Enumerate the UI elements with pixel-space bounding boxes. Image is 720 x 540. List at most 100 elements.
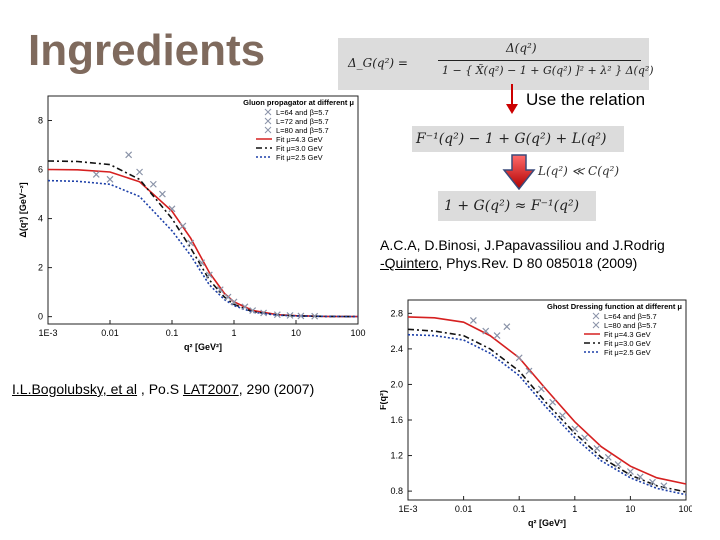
data-point [581,434,589,442]
equation-denominator: 1 − { X̃(q²) − 1 + G(q²) ]² + λ² } Δ(q²) [442,64,654,77]
data-point [604,453,612,461]
data-point [549,398,557,406]
reference-top: A.C.A, D.Binosi, J.Papavassiliou and J.R… [380,236,720,272]
legend-marker [592,312,600,320]
legend-entry: Fit μ=3.0 GeV [604,339,651,348]
series-line [47,179,359,318]
plot-frame [47,95,359,325]
data-point [297,312,305,320]
data-point [187,239,195,247]
x-axis-label: q² [GeV²] [184,342,222,352]
y-axis-label: Δ(q²) [GeV⁻²] [18,182,28,237]
data-point [493,332,501,339]
reference-bottom-journal: LAT2007 [182,381,239,397]
x-tick-label: 10 [291,328,301,338]
data-point [593,445,601,452]
reference-top-authors: -Quintero [380,255,439,271]
reference-bottom: I.L.Bogolubsky, et al , Po.S LAT2007, 29… [12,380,372,398]
data-point [503,323,511,331]
reference-top-journal: , Phys.Rev. D 80 085018 (2009) [438,255,638,271]
data-point [198,259,206,267]
y-tick-label: 6 [38,165,43,175]
data-point [168,205,176,213]
legend-entry: Fit μ=2.5 GeV [604,348,651,357]
gluon-propagator-chart: 1E-3 0.01 0.1 1 10 100 0 2 4 6 8 q² [GeV²] Δ(q²) [Ge… [18,95,366,352]
fraction-bar [438,60,641,61]
down-arrow-icon [506,84,518,114]
x-tick-label: 10 [625,504,635,514]
data-point [224,293,232,301]
legend-marker [264,126,272,134]
series-line [407,333,687,496]
chart-title: Ghost Dressing function at different μ [547,302,682,311]
data-point [158,190,166,198]
data-point [636,473,644,481]
ghost-relation-equation: F⁻¹(q²) − 1 + G(q²) + L(q²) [412,126,624,152]
legend-entry: Fit μ=2.5 GeV [276,153,323,162]
equation-numerator: Δ(q²) [506,41,537,55]
data-point [205,271,213,279]
y-tick-label: 1.2 [390,451,403,461]
y-tick-label: 0 [38,312,43,322]
y-tick-label: 8 [38,116,43,126]
plot-frame [407,299,687,501]
legend-entry: L=80 and β=5.7 [604,321,657,330]
data-point [660,482,668,490]
data-point [537,385,545,393]
data-point [249,307,257,314]
legend-marker [264,117,272,125]
y-tick-label: 4 [38,214,43,224]
x-tick-label: 0.1 [513,504,526,514]
data-point [179,222,187,230]
y-tick-label: 2 [38,263,43,273]
x-tick-label: 0.1 [166,328,179,338]
data-point [136,168,144,176]
data-point [106,175,114,183]
reference-bottom-end: , 290 (2007) [238,381,315,397]
data-point [515,354,523,362]
result-equation: 1 + G(q²) ≈ F⁻¹(q²) [438,191,596,221]
ghost-dressing-chart: 1E-3 0.01 0.1 1 10 100 0.8 1.2 1.6 2.0 2.4 2.8 q² [G… [380,299,692,528]
y-tick-label: 2.4 [390,344,403,354]
legend-entry: Fit μ=4.3 GeV [276,135,323,144]
condition-note: L(q²) ≪ C(q²) [538,164,620,178]
data-point [571,425,579,433]
x-axis-label: q² [GeV²] [528,518,566,528]
legend-entry: L=72 and β=5.7 [276,117,329,126]
y-tick-label: 0.8 [390,486,403,496]
x-tick-label: 0.01 [455,504,473,514]
reference-top-line2: -Quintero, Phys.Rev. D 80 085018 (2009) [380,254,720,272]
gluon-propagator-equation: Δ_G(q²) = Δ(q²) 1 − { X̃(q²) − 1 + G(q²)… [338,38,654,90]
x-tick-label: 1 [231,328,236,338]
data-point [241,303,249,311]
slide-title: Ingredients [28,26,266,75]
reference-bottom-sep: , Po.S [137,381,183,397]
reference-bottom-authors: I.L.Bogolubsky, et al [12,381,138,397]
data-point [649,478,656,486]
data-point [525,367,533,375]
data-point [260,309,268,317]
series-line [407,316,687,485]
series-line [47,160,359,318]
legend-marker [264,108,272,116]
data-point [482,327,490,335]
data-point [273,311,281,319]
y-tick-label: 2.8 [390,308,403,318]
data-point [614,461,622,468]
x-tick-label: 100 [678,504,692,514]
relation-label: Use the relation [526,90,646,109]
y-tick-label: 2.0 [390,379,403,389]
legend-entry: L=64 and β=5.7 [276,108,329,117]
x-tick-label: 1E-3 [38,328,57,338]
data-point [92,171,100,178]
data-point [216,286,224,294]
legend-entry: L=80 and β=5.7 [276,126,329,135]
data-point [559,412,566,419]
y-tick-label: 1.6 [390,415,403,425]
legend-entry: Fit μ=3.0 GeV [276,144,323,153]
data-point [149,180,157,188]
data-point [230,298,238,306]
data-point [469,317,477,324]
data-point [125,151,133,159]
legend-marker [592,321,600,329]
